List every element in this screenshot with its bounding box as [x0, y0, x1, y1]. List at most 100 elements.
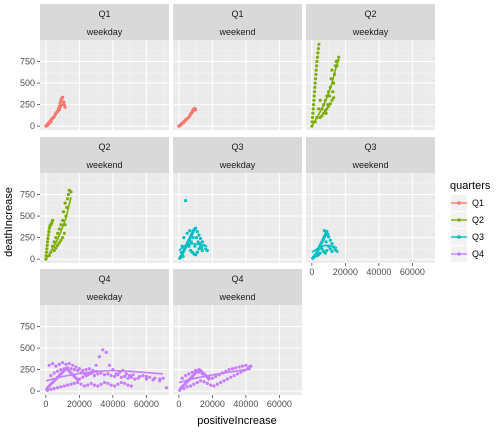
data-point	[320, 247, 324, 251]
data-point	[191, 236, 195, 240]
facet-strip	[173, 137, 302, 173]
data-point	[197, 247, 201, 251]
data-point	[92, 374, 96, 378]
data-point	[47, 226, 52, 230]
data-point	[104, 350, 108, 354]
data-point	[81, 375, 85, 379]
facet-strip-quarter: Q1	[98, 9, 110, 19]
data-point	[63, 201, 67, 205]
data-point	[102, 380, 107, 385]
data-point	[331, 90, 335, 94]
data-point	[197, 370, 201, 374]
data-point	[96, 384, 100, 388]
facet-strip	[173, 269, 302, 305]
x-tick-label: 40000	[366, 267, 391, 277]
data-point	[141, 374, 145, 378]
data-point	[45, 243, 49, 247]
facet-strip-daytype: weekday	[219, 160, 256, 170]
data-point	[323, 251, 327, 255]
data-point	[327, 235, 331, 239]
y-tick-label: 250	[20, 100, 35, 110]
data-point	[109, 374, 113, 378]
data-point	[219, 380, 223, 385]
data-point	[92, 383, 96, 387]
data-point	[318, 98, 322, 102]
data-point	[129, 375, 133, 379]
data-point	[102, 373, 107, 377]
data-point	[205, 381, 209, 385]
data-point	[76, 380, 80, 385]
facet-strip-daytype: weekend	[351, 160, 388, 170]
data-point	[327, 94, 332, 98]
facet-strip	[306, 137, 435, 173]
data-point	[200, 372, 204, 376]
data-point	[200, 240, 204, 244]
y-tick-label: 0	[30, 386, 35, 396]
data-point	[310, 120, 314, 124]
data-point	[64, 362, 68, 366]
data-point	[330, 242, 334, 246]
data-point	[116, 382, 120, 386]
data-point	[199, 236, 203, 241]
y-tick-label: 0	[30, 121, 35, 131]
legend-label: Q1	[472, 198, 484, 208]
data-point	[56, 369, 60, 373]
data-point	[144, 377, 148, 381]
plot-background	[306, 173, 435, 263]
data-point	[158, 379, 162, 383]
facet-panel: Q4 weekend 0 20000 40000 60000	[173, 269, 302, 409]
x-tick-label: 40000	[233, 399, 258, 409]
facet-panel: Q1 weekday 0 250 500 750	[20, 4, 169, 131]
data-point	[52, 248, 56, 253]
plot-background	[173, 305, 302, 395]
y-tick-label: 250	[20, 233, 35, 243]
data-point	[52, 240, 56, 244]
trend-line	[45, 100, 66, 127]
data-point	[325, 230, 329, 234]
legend-key-point	[457, 218, 461, 222]
data-point	[315, 64, 319, 68]
data-point	[84, 368, 88, 372]
data-point	[72, 381, 76, 385]
trend-line	[178, 109, 196, 127]
data-point	[62, 367, 66, 371]
data-point	[315, 55, 319, 59]
data-point	[315, 59, 319, 64]
y-tick-label: 250	[20, 365, 35, 375]
data-point	[232, 374, 236, 378]
data-point	[315, 254, 319, 258]
data-point	[148, 375, 152, 379]
data-point	[123, 381, 127, 385]
data-point	[240, 364, 245, 368]
data-point	[47, 230, 51, 234]
facet-strip-quarter: Q2	[364, 9, 376, 19]
data-point	[71, 363, 75, 367]
data-point	[181, 254, 185, 259]
axis-titles: positiveIncrease deathIncrease	[3, 187, 277, 427]
facet-strip-quarter: Q1	[231, 9, 243, 19]
data-point	[192, 382, 196, 386]
data-point	[113, 374, 117, 379]
data-point	[316, 47, 320, 51]
data-point	[45, 388, 50, 392]
data-point	[234, 366, 238, 370]
data-point	[188, 229, 192, 233]
data-point	[214, 374, 218, 379]
data-point	[184, 199, 188, 203]
data-point	[151, 378, 155, 382]
plot-background	[173, 40, 302, 130]
facet-strip-daytype: weekend	[218, 292, 255, 302]
data-point	[337, 55, 341, 59]
legend: quarters Q1 Q2 Q3 Q4	[450, 180, 491, 262]
data-point	[313, 77, 318, 81]
data-point	[197, 233, 201, 237]
legend-key-point	[457, 201, 461, 205]
trend-line	[45, 196, 72, 260]
y-axis-title: deathIncrease	[3, 187, 15, 257]
facet-strip	[40, 269, 169, 305]
data-point	[57, 241, 61, 245]
data-point	[194, 236, 199, 240]
data-point	[56, 231, 60, 235]
data-point	[328, 247, 332, 251]
data-point	[190, 370, 194, 374]
